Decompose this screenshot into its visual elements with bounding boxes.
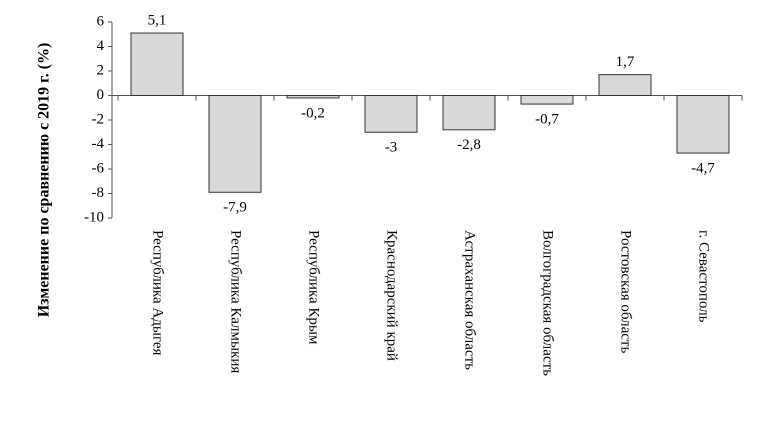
x-tick-label: Республика Крым xyxy=(306,230,322,345)
y-tick-label: -6 xyxy=(92,160,105,176)
x-tick-label: г. Севастополь xyxy=(696,230,712,323)
bar xyxy=(676,95,730,154)
x-tick-label: Астраханская область xyxy=(462,230,478,370)
y-tick-label: 4 xyxy=(97,38,105,54)
x-tick-label: Ростовская область xyxy=(618,230,634,353)
value-label: -2,8 xyxy=(457,137,481,153)
x-tick-label: Краснодарский край xyxy=(384,230,400,361)
y-tick-label: 0 xyxy=(97,87,105,103)
y-tick-label: -10 xyxy=(84,209,104,225)
value-label: -0,2 xyxy=(301,105,325,121)
bar xyxy=(208,95,262,193)
y-axis-title: Изменение по сравнению с 2019 г. (%) xyxy=(36,43,53,318)
y-tick-label: -4 xyxy=(92,136,105,152)
value-label: -3 xyxy=(385,140,398,156)
x-tick-label: Волгоградская область xyxy=(540,230,556,376)
value-label: -0,7 xyxy=(535,112,559,128)
x-tick-label: Республика Калмыкия xyxy=(228,230,244,373)
y-tick-label: -2 xyxy=(92,111,105,127)
value-label: 5,1 xyxy=(148,12,167,28)
y-tick-label: -8 xyxy=(92,185,105,201)
x-tick-label: Республика Адыгея xyxy=(150,230,166,356)
y-tick-label: 2 xyxy=(97,62,105,78)
bar xyxy=(130,32,184,96)
value-label: -4,7 xyxy=(691,161,715,177)
bar xyxy=(364,95,418,133)
bar xyxy=(520,95,574,105)
value-label: -7,9 xyxy=(223,200,247,216)
bar xyxy=(286,95,340,99)
y-tick-label: 6 xyxy=(97,13,105,29)
bar xyxy=(442,95,496,131)
bar xyxy=(598,74,652,97)
value-label: 1,7 xyxy=(616,54,635,70)
